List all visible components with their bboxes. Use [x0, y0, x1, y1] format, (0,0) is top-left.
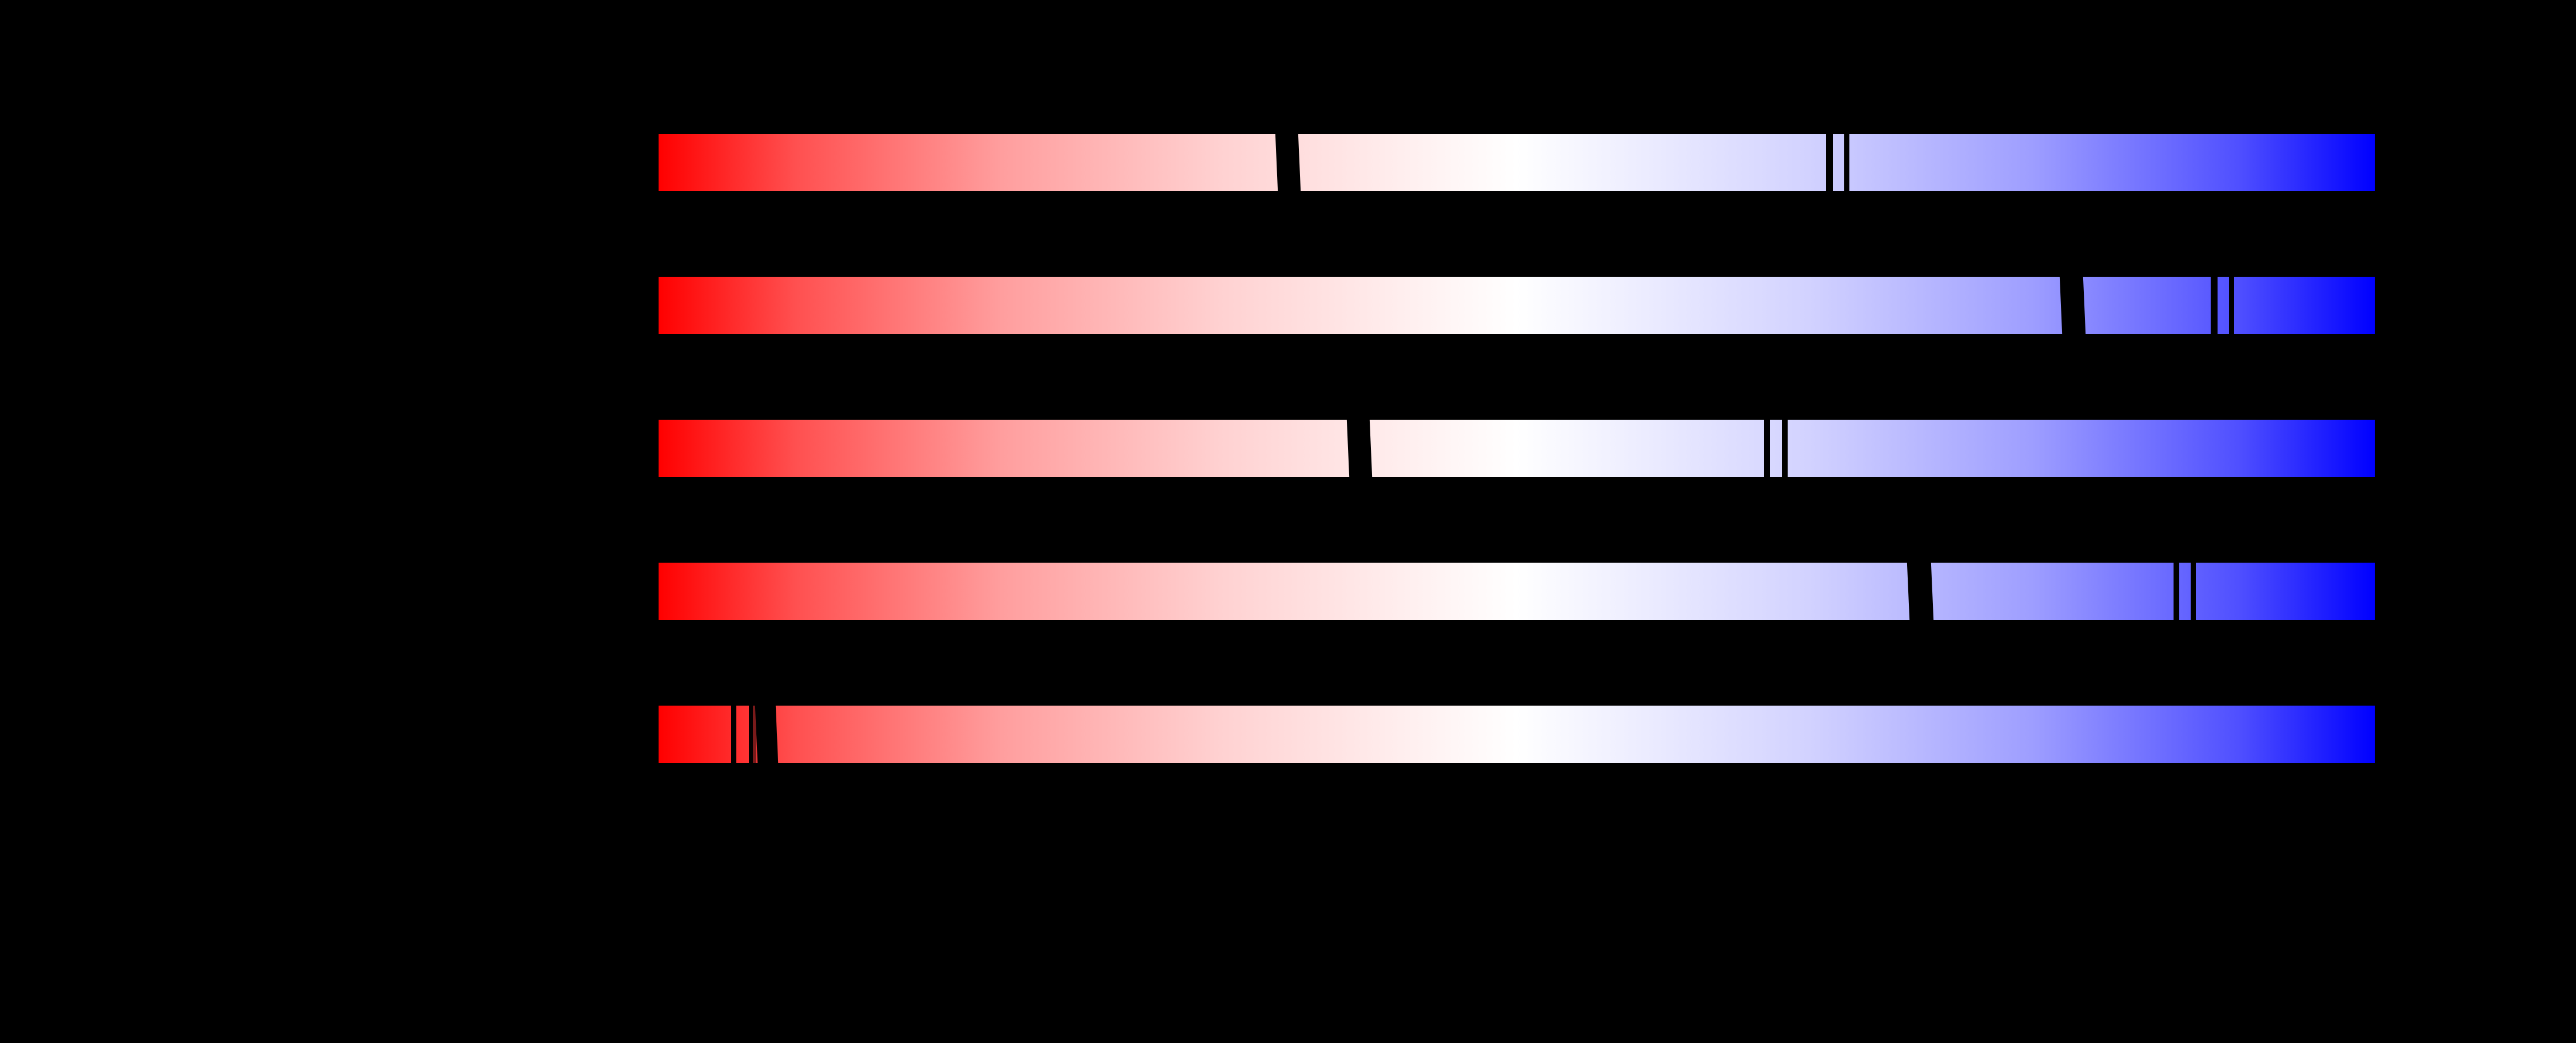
- bar-3-gap-wide: [1346, 418, 1373, 479]
- bar-1-gap-thin: [1825, 132, 1833, 193]
- bar-1-gap-thin: [1844, 132, 1850, 193]
- bar-5-gap-dim: [753, 704, 757, 765]
- gradient-bar-5: [659, 704, 2375, 765]
- bar-5-gap-thin: [731, 704, 736, 765]
- bar-4-gap-thin: [2173, 561, 2180, 622]
- bar-2-gap-wide: [2059, 275, 2086, 336]
- bar-5-gap-wide: [755, 704, 779, 765]
- gradient-bar-4: [659, 561, 2375, 622]
- bar-4-gap-wide: [1907, 561, 1934, 622]
- gradient-bar-3: [659, 418, 2375, 479]
- bar-2-gap-thin: [2211, 275, 2218, 336]
- bar-4-gap-thin: [2191, 561, 2196, 622]
- gradient-bar-1: [659, 132, 2375, 193]
- gradient-bar-2: [659, 275, 2375, 336]
- bar-3-gap-thin: [1782, 418, 1788, 479]
- bar-3-gap-thin: [1764, 418, 1770, 479]
- bar-1-gap-wide: [1275, 132, 1301, 193]
- bar-2-gap-thin: [2228, 275, 2234, 336]
- bar-5-gap-thin: [748, 704, 753, 765]
